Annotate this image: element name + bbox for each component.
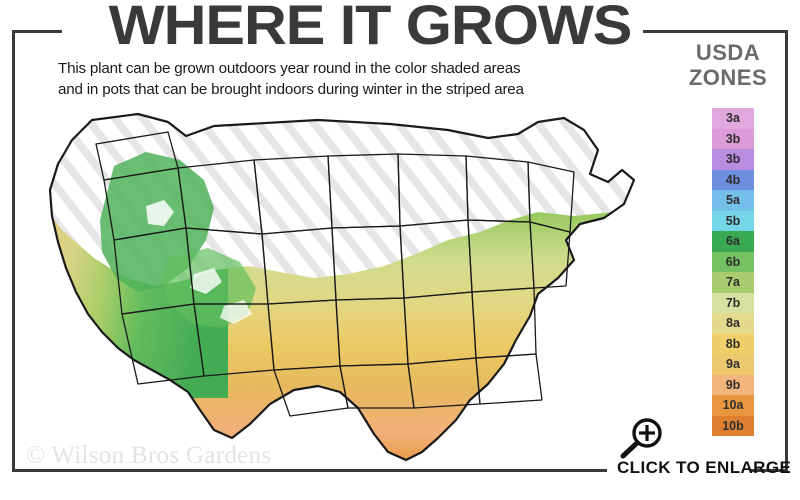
legend-zone-swatch[interactable]: 8b bbox=[712, 333, 754, 354]
watermark: © Wilson Bros Gardens bbox=[26, 442, 272, 469]
subtitle: This plant can be grown outdoors year ro… bbox=[58, 58, 628, 100]
legend-zone-swatch[interactable]: 7a bbox=[712, 272, 754, 293]
map-state-borders bbox=[95, 131, 575, 417]
legend-zone-swatch[interactable]: 5b bbox=[712, 210, 754, 231]
map-elevation-gap-b bbox=[190, 268, 222, 294]
legend-zone-list: 3a 3b 3b 4b 5a 5b 6a 6b 7a 7b 8a 8b 9a 9b 10a 10b bbox=[712, 108, 754, 436]
page-title: WHERE IT GROWS bbox=[108, 0, 633, 56]
frame-border-right bbox=[785, 30, 788, 472]
frame-border-bottom-right bbox=[750, 469, 788, 472]
legend-zone-swatch[interactable]: 9b bbox=[712, 374, 754, 395]
frame-border-top-left bbox=[12, 30, 62, 33]
legend-zone-swatch[interactable]: 10a bbox=[712, 395, 754, 416]
frame-border-top-right bbox=[643, 30, 788, 33]
map-elevation-gap-c bbox=[220, 300, 252, 324]
legend-zone-swatch[interactable]: 6a bbox=[712, 231, 754, 252]
map-elevation-gap-a bbox=[146, 200, 174, 226]
subtitle-line-2: and in pots that can be brought indoors … bbox=[58, 81, 524, 98]
frame-border-left bbox=[12, 30, 15, 472]
legend-zone-swatch[interactable]: 5a bbox=[712, 190, 754, 211]
magnifier-plus-icon[interactable] bbox=[613, 416, 669, 460]
legend-heading: USDA ZONES bbox=[672, 40, 784, 90]
legend-zone-swatch[interactable]: 6b bbox=[712, 251, 754, 272]
legend-zone-swatch[interactable]: 3a bbox=[712, 108, 754, 129]
legend-zone-swatch[interactable]: 8a bbox=[712, 313, 754, 334]
legend-zone-swatch[interactable]: 3b bbox=[712, 128, 754, 149]
map-svg bbox=[18, 108, 658, 468]
legend-zone-swatch[interactable]: 10b bbox=[712, 415, 754, 436]
legend-zone-swatch[interactable]: 7b bbox=[712, 292, 754, 313]
hardiness-zone-map bbox=[18, 108, 658, 468]
legend-zone-swatch[interactable]: 4b bbox=[712, 169, 754, 190]
frame-border-bottom-left bbox=[12, 469, 607, 472]
legend-zone-swatch[interactable]: 9a bbox=[712, 354, 754, 375]
legend-heading-line-1: USDA bbox=[695, 40, 761, 65]
legend-zone-swatch[interactable]: 3b bbox=[712, 149, 754, 170]
subtitle-line-1: This plant can be grown outdoors year ro… bbox=[58, 60, 521, 77]
map-national-outline bbox=[48, 112, 636, 462]
click-to-enlarge-label[interactable]: CLICK TO ENLARGE bbox=[617, 458, 792, 477]
legend-heading-line-2: ZONES bbox=[688, 65, 768, 90]
